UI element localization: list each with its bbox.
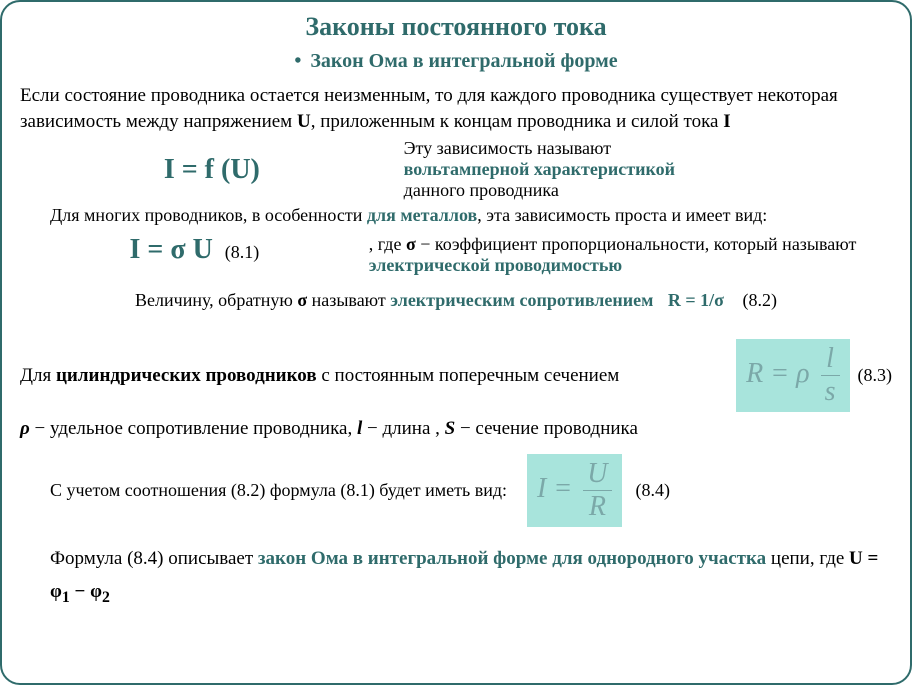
cyl-b: цилиндрических проводников [56, 365, 317, 386]
subtitle-text: Закон Ома в интегральной форме [310, 50, 617, 72]
eq-sigma-num: (8.1) [225, 242, 260, 262]
fU-line2: вольтамперной характеристикой [404, 159, 892, 180]
metals-line: Для многих проводников, в особенности дл… [20, 205, 892, 226]
metals-a: Для многих проводников, в особенности [50, 205, 367, 225]
slide-page: Законы постоянного тока • Закон Ома в ин… [0, 0, 912, 685]
eq-rho-box: R = ρ l s [736, 339, 849, 412]
eq-rho-num: l [821, 343, 840, 375]
cylindrical-row: Для цилиндрических проводников с постоян… [20, 339, 892, 412]
eq-UR-den: R [583, 490, 611, 523]
eq-fU-caption: Эту зависимость называют вольтамперной х… [404, 138, 892, 201]
final-phi2: 2 [102, 588, 110, 605]
eq-UR-left: I = [537, 473, 572, 504]
R-sigma: σ [297, 290, 307, 310]
metals-b: для металлов [367, 205, 477, 225]
R-eqnum: (8.2) [742, 290, 777, 310]
final-phi1: 1 [62, 588, 70, 605]
fU-line3: данного проводника [404, 180, 892, 201]
R-b: называют [307, 290, 390, 310]
intro-I: I [723, 111, 730, 132]
cylindrical-text: Для цилиндрических проводников с постоян… [20, 365, 736, 387]
sigma-sigma: σ [406, 234, 416, 254]
eq-UR-num: U [583, 458, 611, 490]
final-d: цепи, где [766, 548, 849, 569]
rho-def-a: − удельное сопротивление проводника, [30, 418, 357, 439]
sigma-a: , где [369, 234, 406, 254]
eq-rho-eqnum: (8.3) [858, 365, 893, 386]
rho-sym: ρ [20, 418, 30, 439]
intro-text-b: , приложенным к концам проводника и сило… [311, 111, 724, 132]
bullet: • [294, 50, 301, 72]
R-a: Величину, обратную [135, 290, 297, 310]
metals-c: , эта зависимость проста и имеет вид: [477, 205, 767, 225]
rho-def-b: − длина , [362, 418, 444, 439]
page-subtitle: • Закон Ома в интегральной форме [20, 50, 892, 73]
R-formula: R = 1/σ [668, 290, 724, 310]
eq-fU-row: I = f (U) Эту зависимость называют вольт… [20, 138, 892, 201]
eq-UR-eqnum: (8.4) [636, 480, 671, 501]
eq-fU: I = f (U) [164, 154, 260, 185]
page-title: Законы постоянного тока [20, 12, 892, 42]
eq-rho-den: s [821, 375, 840, 408]
eq-rho-left: R = ρ [746, 358, 809, 389]
final-a: Формула (8.4) описывает [50, 548, 258, 569]
sigma-b: − коэффициент пропорциональности, которы… [416, 234, 857, 254]
final-minus: − φ [70, 581, 102, 602]
S-sym: S [445, 418, 456, 439]
final-paragraph: Формула (8.4) описывает закон Ома в инте… [20, 543, 892, 611]
rho-definitions: ρ − удельное сопротивление проводника, l… [20, 418, 892, 440]
eq-sigma-row: I = σ U (8.1) , где σ − коэффициент проп… [20, 234, 892, 276]
cyl-a: Для [20, 365, 56, 386]
final-c: для однородного участка [547, 548, 766, 569]
eq-UR-row: С учетом соотношения (8.2) формула (8.1)… [20, 454, 892, 527]
rho-def-c: − сечение проводника [455, 418, 638, 439]
final-b: закон Ома в интегральной форме [258, 548, 548, 569]
eq-sigma: I = σ U [129, 234, 212, 265]
sigma-c: электрической проводимостью [369, 255, 622, 275]
intro-U: U [297, 111, 311, 132]
R-c: электрическим сопротивлением [390, 290, 653, 310]
cyl-c: с постоянным поперечным сечением [317, 365, 620, 386]
eq-sigma-caption: , где σ − коэффициент пропорциональности… [369, 234, 892, 276]
intro-paragraph: Если состояние проводника остается неизм… [20, 83, 892, 134]
resistance-line: Величину, обратную σ называют электричес… [20, 290, 892, 311]
eq-UR-box: I = U R [527, 454, 621, 527]
eq-UR-text: С учетом соотношения (8.2) формула (8.1)… [50, 480, 507, 501]
fU-line1: Эту зависимость называют [404, 138, 892, 159]
